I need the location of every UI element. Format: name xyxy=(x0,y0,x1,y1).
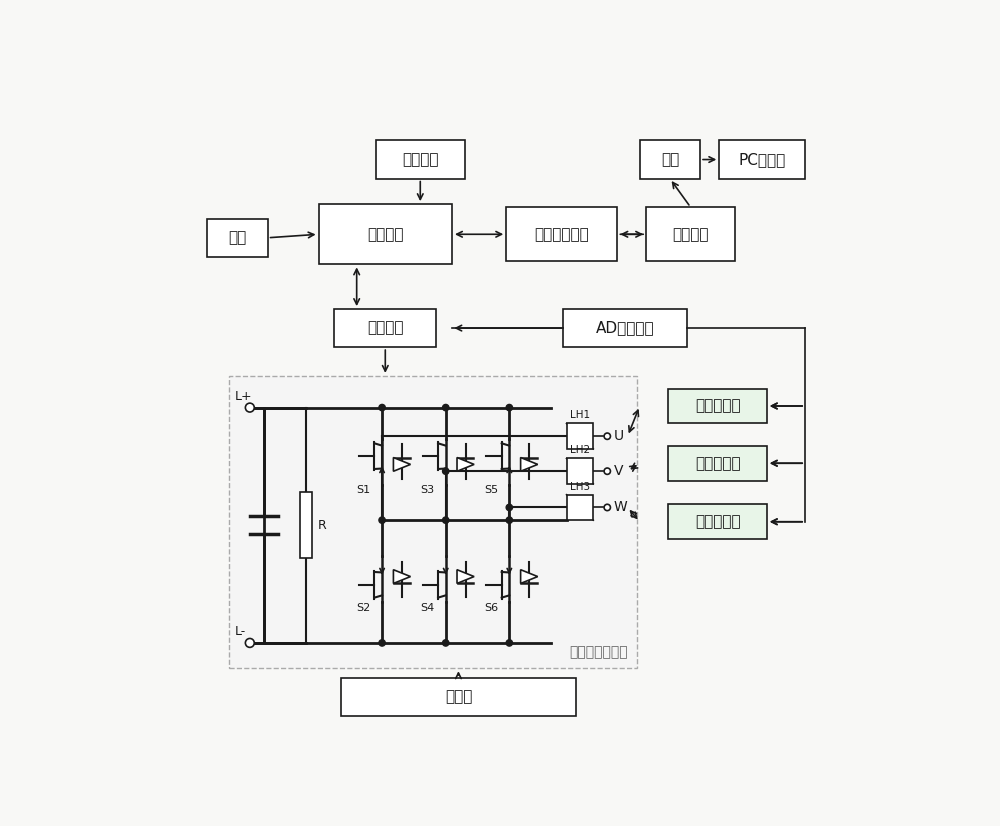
Polygon shape xyxy=(393,458,411,472)
Text: 变流器功率组件: 变流器功率组件 xyxy=(569,645,628,659)
Bar xyxy=(376,140,465,178)
Circle shape xyxy=(604,504,610,510)
Circle shape xyxy=(604,468,610,474)
Circle shape xyxy=(443,639,449,646)
Text: PC上位机: PC上位机 xyxy=(739,152,786,167)
Circle shape xyxy=(443,517,449,524)
Text: 温度传感器: 温度传感器 xyxy=(695,515,740,529)
Text: S4: S4 xyxy=(420,603,435,613)
Text: LH3: LH3 xyxy=(570,482,590,491)
Bar xyxy=(229,376,637,668)
Circle shape xyxy=(506,504,513,510)
Polygon shape xyxy=(457,458,474,472)
Text: 接口电路: 接口电路 xyxy=(402,152,439,167)
Bar xyxy=(319,204,452,264)
Bar xyxy=(668,446,767,481)
Text: U: U xyxy=(614,430,624,444)
Polygon shape xyxy=(457,570,474,583)
Bar xyxy=(668,388,767,424)
Bar xyxy=(341,678,576,716)
Circle shape xyxy=(379,517,385,524)
Circle shape xyxy=(245,403,254,412)
Text: S2: S2 xyxy=(357,603,371,613)
Bar xyxy=(506,207,617,261)
Circle shape xyxy=(506,639,513,646)
Circle shape xyxy=(443,405,449,411)
Text: 以太网控制器: 以太网控制器 xyxy=(534,227,589,242)
Circle shape xyxy=(379,405,385,411)
Circle shape xyxy=(245,638,254,648)
Polygon shape xyxy=(521,458,538,472)
Text: 栅极驱动: 栅极驱动 xyxy=(367,320,404,335)
Text: LH1: LH1 xyxy=(570,411,590,420)
Text: AD采样模块: AD采样模块 xyxy=(596,320,655,335)
Bar xyxy=(640,140,700,178)
Text: 散热器: 散热器 xyxy=(445,690,472,705)
Text: R: R xyxy=(318,519,327,532)
Circle shape xyxy=(604,433,610,439)
Bar xyxy=(719,140,805,178)
Bar xyxy=(300,492,312,558)
Bar xyxy=(563,309,687,347)
Text: S5: S5 xyxy=(484,486,498,496)
Bar xyxy=(207,219,268,257)
Text: V: V xyxy=(614,464,623,478)
Text: W: W xyxy=(614,501,627,515)
Text: 无线模块: 无线模块 xyxy=(672,227,709,242)
Bar xyxy=(334,309,436,347)
Text: L+: L+ xyxy=(235,390,252,403)
Bar xyxy=(567,458,593,484)
Text: S1: S1 xyxy=(357,486,371,496)
Text: 电流传感器: 电流传感器 xyxy=(695,456,740,471)
Bar xyxy=(567,495,593,520)
Text: LH2: LH2 xyxy=(570,445,590,455)
Circle shape xyxy=(443,468,449,474)
Bar xyxy=(646,207,735,261)
Text: 天线: 天线 xyxy=(661,152,679,167)
Text: L-: L- xyxy=(235,625,246,638)
Text: 电源: 电源 xyxy=(228,230,247,245)
Bar xyxy=(567,424,593,449)
Text: S3: S3 xyxy=(420,486,434,496)
Bar xyxy=(668,504,767,539)
Polygon shape xyxy=(521,570,538,583)
Polygon shape xyxy=(393,570,411,583)
Text: S6: S6 xyxy=(484,603,498,613)
Circle shape xyxy=(506,517,513,524)
Circle shape xyxy=(379,639,385,646)
Text: 主控芯片: 主控芯片 xyxy=(367,227,404,242)
Circle shape xyxy=(506,405,513,411)
Text: 电压传感器: 电压传感器 xyxy=(695,398,740,414)
